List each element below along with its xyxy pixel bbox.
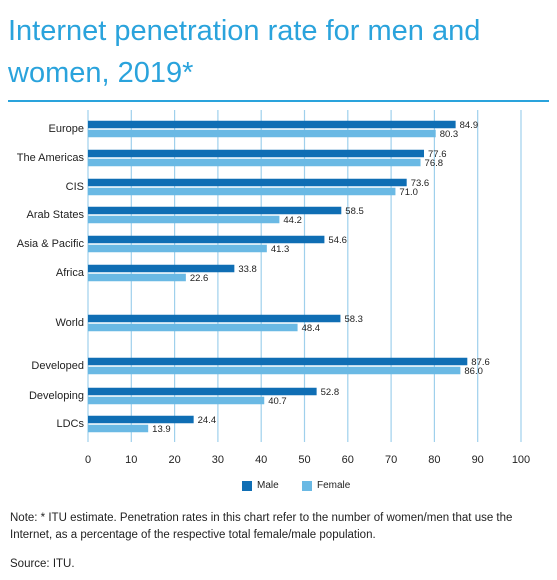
- category-label: Arab States: [27, 209, 85, 221]
- x-tick-label-50: 50: [298, 454, 310, 466]
- category-label: The Americas: [17, 152, 85, 164]
- data-label-female: 13.9: [152, 424, 171, 435]
- bar-male: [88, 178, 407, 187]
- bar-male: [88, 206, 342, 215]
- bar-female: [88, 244, 267, 253]
- data-label-male: 73.6: [411, 178, 430, 189]
- bar-male: [88, 120, 456, 129]
- bar-male: [88, 149, 425, 158]
- legend-label-female: Female: [317, 480, 351, 491]
- bar-female: [88, 424, 149, 433]
- legend-label-male: Male: [257, 480, 279, 491]
- data-label-female: 71.0: [399, 187, 418, 198]
- data-label-female: 86.0: [464, 366, 483, 377]
- title-rule: [8, 100, 549, 102]
- bar-male: [88, 387, 317, 396]
- bar-male: [88, 235, 325, 244]
- bar-female: [88, 273, 186, 282]
- x-tick-label-20: 20: [168, 454, 180, 466]
- source-line: Source: ITU.: [10, 558, 75, 570]
- x-tick-label-90: 90: [472, 454, 484, 466]
- bar-male: [88, 264, 235, 273]
- bar-female: [88, 129, 436, 138]
- chart-title: Internet penetration rate for men and wo…: [8, 15, 481, 89]
- data-label-male: 24.4: [198, 415, 217, 426]
- category-label: Developed: [31, 360, 84, 372]
- x-tick-label-0: 0: [85, 454, 91, 466]
- bar-female: [88, 396, 265, 405]
- data-label-male: 77.6: [428, 149, 447, 160]
- footnote: Note: * ITU estimate. Penetration rates …: [10, 512, 513, 541]
- x-tick-label-10: 10: [125, 454, 137, 466]
- x-tick-label-80: 80: [428, 454, 440, 466]
- data-label-male: 52.8: [321, 387, 340, 398]
- legend-swatch-male: [242, 480, 252, 491]
- bar-male: [88, 415, 194, 424]
- legend-swatch-female: [302, 480, 312, 491]
- category-label: World: [55, 317, 84, 329]
- data-label-female: 41.3: [271, 244, 290, 255]
- x-tick-label-60: 60: [342, 454, 354, 466]
- category-label: Africa: [56, 267, 85, 279]
- category-label: CIS: [66, 181, 84, 193]
- bar-female: [88, 158, 421, 167]
- x-tick-label-70: 70: [385, 454, 397, 466]
- bar-female: [88, 323, 298, 332]
- data-label-female: 80.3: [440, 129, 459, 140]
- bar-female: [88, 215, 280, 224]
- legend-item-female: Female: [302, 480, 350, 491]
- bar-chart: 0 10 20 30 40 50 60 70 80 90 100 Europe 84.980.3 The …: [17, 110, 530, 466]
- category-label: Asia & Pacific: [17, 238, 85, 250]
- bar-male: [88, 314, 341, 323]
- category-label: Europe: [49, 123, 84, 135]
- data-label-female: 22.6: [190, 273, 209, 284]
- data-label-female: 44.2: [283, 215, 302, 226]
- data-label-male: 58.3: [344, 314, 363, 325]
- x-tick-label-30: 30: [212, 454, 224, 466]
- data-label-male: 54.6: [328, 235, 347, 246]
- x-tick-label-40: 40: [255, 454, 267, 466]
- category-label: LDCs: [56, 418, 84, 430]
- bar-female: [88, 187, 396, 196]
- data-label-male: 58.5: [345, 206, 364, 217]
- data-label-male: 84.9: [460, 120, 479, 131]
- legend-item-male: Male: [242, 480, 279, 491]
- data-label-female: 40.7: [268, 396, 287, 407]
- data-label-male: 33.8: [238, 264, 257, 275]
- bar-male: [88, 357, 468, 366]
- bar-female: [88, 366, 461, 375]
- data-label-female: 48.4: [302, 323, 321, 334]
- data-label-female: 76.8: [425, 158, 444, 169]
- category-label: Developing: [29, 390, 84, 402]
- data-label-male: 87.6: [471, 357, 490, 368]
- x-tick-label-100: 100: [512, 454, 530, 466]
